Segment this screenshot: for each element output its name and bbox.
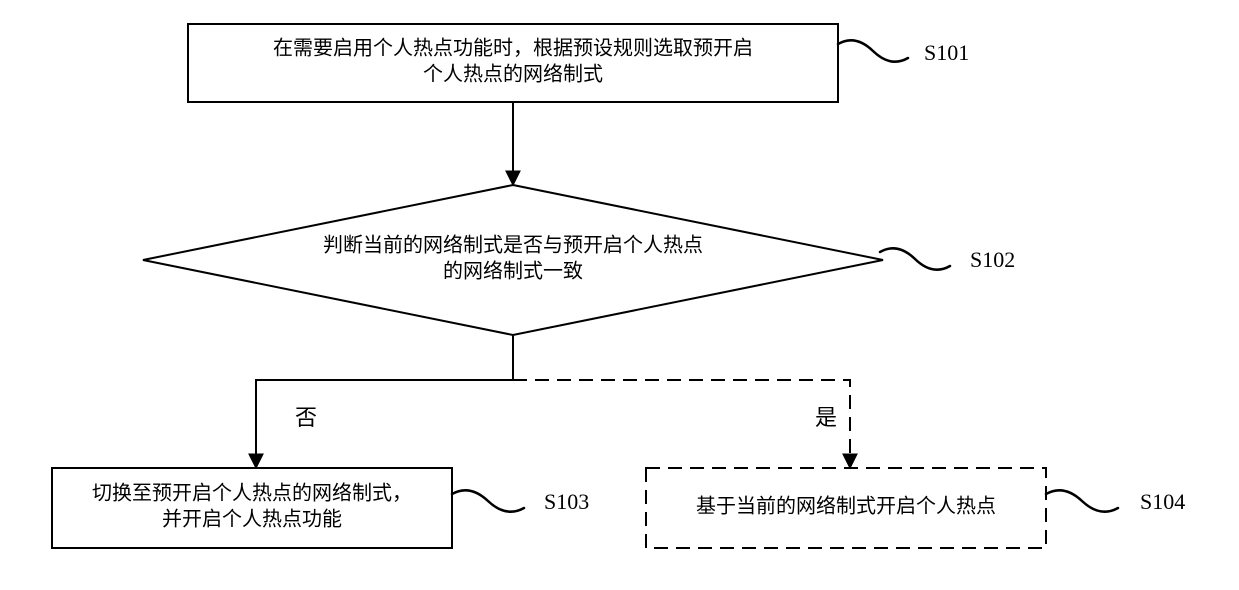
node-text: 基于当前的网络制式开启个人热点 [696,495,996,518]
node-text: 切换至预开启个人热点的网络制式， [92,482,412,505]
connector-brace [880,248,950,269]
node-text: 判断当前的网络制式是否与预开启个人热点 [323,234,703,257]
step-label-s101: S101 [924,40,969,65]
flowchart: 在需要启用个人热点功能时，根据预设规则选取预开启个人热点的网络制式 S101 判断当… [0,0,1239,590]
connector-brace [452,490,524,511]
node-text: 在需要启用个人热点功能时，根据预设规则选取预开启 [273,37,753,60]
connector-brace [838,40,908,61]
step-label-s102: S102 [970,247,1015,272]
node-text: 个人热点的网络制式 [423,63,603,86]
node-s103: 切换至预开启个人热点的网络制式， 并开启个人热点功能 [52,468,452,548]
connector-brace [1046,490,1118,511]
edge-e2 [256,335,513,468]
node-s101: 在需要启用个人热点功能时，根据预设规则选取预开启个人热点的网络制式 [188,24,838,102]
step-label-s104: S104 [1140,489,1185,514]
edge-label-e3: 是 [815,405,837,430]
node-s104: 基于当前的网络制式开启个人热点 [646,468,1046,548]
edge-label-e2: 否 [295,405,317,430]
node-text: 并开启个人热点功能 [162,508,342,531]
node-text: 的网络制式一致 [443,260,583,283]
edge-e3 [513,380,850,468]
step-label-s103: S103 [544,489,589,514]
node-s102: 判断当前的网络制式是否与预开启个人热点的网络制式一致 [143,185,883,335]
